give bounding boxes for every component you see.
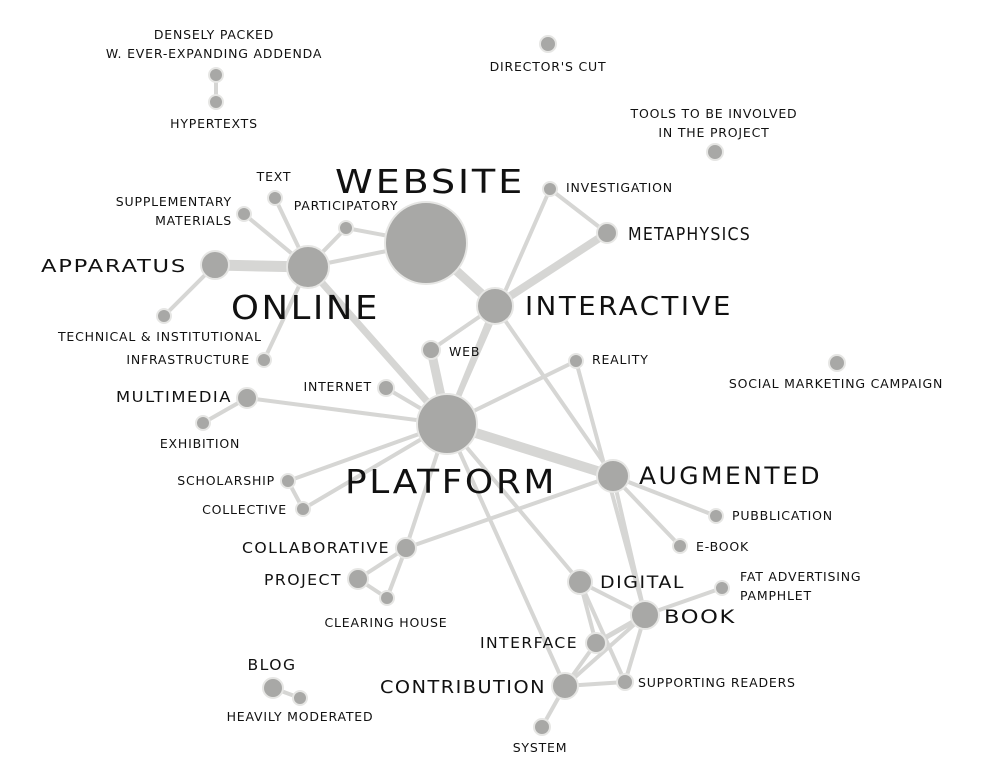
- edge: [445, 422, 582, 584]
- node-collaborative: [395, 537, 417, 559]
- label-book: BOOK: [664, 606, 736, 628]
- edge: [245, 396, 449, 426]
- label-reality: REALITY: [592, 352, 649, 367]
- label-heavily-moderated: HEAVILY MODERATED: [227, 709, 374, 724]
- node-hypertexts: [208, 94, 224, 110]
- label-collaborative: COLLABORATIVE: [242, 539, 390, 557]
- label-platform: PLATFORM: [345, 462, 557, 501]
- edge: [563, 613, 647, 688]
- node-ebook: [672, 538, 688, 554]
- node-blog: [262, 677, 284, 699]
- label-investigation: INVESTIGATION: [566, 180, 673, 195]
- node-collective: [295, 501, 311, 517]
- edge: [611, 474, 647, 617]
- label-tools-line1: TOOLS TO BE INVOLVED: [630, 106, 798, 121]
- label-supplementary-line1: SUPPLEMENTARY: [116, 194, 232, 209]
- node-scholarship: [280, 473, 296, 489]
- node-technical: [156, 308, 172, 324]
- node-web: [421, 340, 441, 360]
- node-heavily-moderated: [292, 690, 308, 706]
- label-web: WEB: [449, 344, 480, 359]
- edge: [445, 422, 567, 688]
- label-collective: COLLECTIVE: [202, 502, 287, 517]
- label-social-marketing: SOCIAL MARKETING CAMPAIGN: [729, 376, 943, 391]
- label-tools-line2: IN THE PROJECT: [658, 125, 769, 140]
- label-technical-line2: INFRASTRUCTURE: [126, 352, 250, 367]
- label-scholarship: SCHOLARSHIP: [177, 473, 275, 488]
- label-apparatus: APPARATUS: [41, 256, 187, 277]
- node-densely-packed: [208, 67, 224, 83]
- node-interface: [585, 632, 607, 654]
- label-metaphysics: METAPHYSICS: [628, 224, 751, 245]
- label-interactive: INTERACTIVE: [525, 292, 733, 322]
- label-fat-advertising-line2: PAMPHLET: [740, 588, 812, 603]
- node-supporting-readers: [616, 673, 634, 691]
- label-technical-line1: TECHNICAL & INSTITUTIONAL: [57, 329, 262, 344]
- node-investigation: [542, 181, 558, 197]
- label-supporting-readers: SUPPORTING READERS: [638, 675, 796, 690]
- edge: [548, 187, 609, 235]
- node-tools: [706, 143, 724, 161]
- node-text: [267, 190, 283, 206]
- label-hypertexts: HYPERTEXTS: [170, 116, 258, 131]
- node-online: [286, 245, 330, 289]
- label-clearing-house: CLEARING HOUSE: [325, 615, 448, 630]
- node-website: [384, 201, 468, 285]
- label-densely-packed-line2: W. EVER-EXPANDING ADDENDA: [106, 46, 322, 61]
- labels: DENSELY PACKED W. EVER-EXPANDING ADDENDA…: [41, 27, 943, 755]
- node-exhibition: [195, 415, 211, 431]
- node-pubblication: [708, 508, 724, 524]
- nodes: [156, 35, 846, 736]
- label-augmented: AUGMENTED: [639, 462, 822, 490]
- edge: [578, 580, 627, 684]
- node-contribution: [551, 672, 579, 700]
- node-project: [347, 568, 369, 590]
- label-directors-cut: DIRECTOR'S CUT: [490, 59, 607, 74]
- node-metaphysics: [596, 222, 618, 244]
- node-system: [533, 718, 551, 736]
- label-blog: BLOG: [248, 656, 297, 674]
- node-participatory: [338, 220, 354, 236]
- node-apparatus: [200, 250, 230, 280]
- label-densely-packed-line1: DENSELY PACKED: [154, 27, 274, 42]
- label-website: WEBSITE: [335, 162, 525, 201]
- node-clearing-house: [379, 590, 395, 606]
- label-digital: DIGITAL: [600, 573, 685, 593]
- node-social-marketing: [828, 354, 846, 372]
- label-system: SYSTEM: [513, 740, 568, 755]
- label-fat-advertising-line1: FAT ADVERTISING: [740, 569, 861, 584]
- label-online: ONLINE: [231, 288, 380, 327]
- node-internet: [377, 379, 395, 397]
- node-platform: [416, 393, 478, 455]
- node-augmented: [596, 459, 630, 493]
- label-participatory: PARTICIPATORY: [294, 198, 399, 213]
- node-infrastructure: [256, 352, 272, 368]
- label-text: TEXT: [256, 169, 292, 184]
- node-directors-cut: [539, 35, 557, 53]
- edge: [611, 474, 718, 518]
- node-supplementary: [236, 206, 252, 222]
- label-pubblication: PUBBLICATION: [732, 508, 833, 523]
- node-book: [630, 600, 660, 630]
- label-project: PROJECT: [264, 571, 342, 589]
- node-digital: [567, 569, 593, 595]
- label-ebook: E-BOOK: [696, 539, 749, 554]
- label-internet: INTERNET: [303, 379, 372, 394]
- node-fat-advertising: [714, 580, 730, 596]
- edge: [493, 304, 615, 478]
- edge: [404, 474, 615, 550]
- edge: [491, 229, 611, 310]
- node-interactive: [476, 287, 514, 325]
- node-reality: [568, 353, 584, 369]
- label-contribution: CONTRIBUTION: [380, 677, 546, 698]
- edge: [304, 263, 451, 428]
- label-supplementary-line2: MATERIALS: [155, 213, 232, 228]
- label-interface: INTERFACE: [480, 634, 578, 652]
- label-exhibition: EXHIBITION: [160, 436, 240, 451]
- node-multimedia: [236, 387, 258, 409]
- label-multimedia: MULTIMEDIA: [116, 388, 232, 406]
